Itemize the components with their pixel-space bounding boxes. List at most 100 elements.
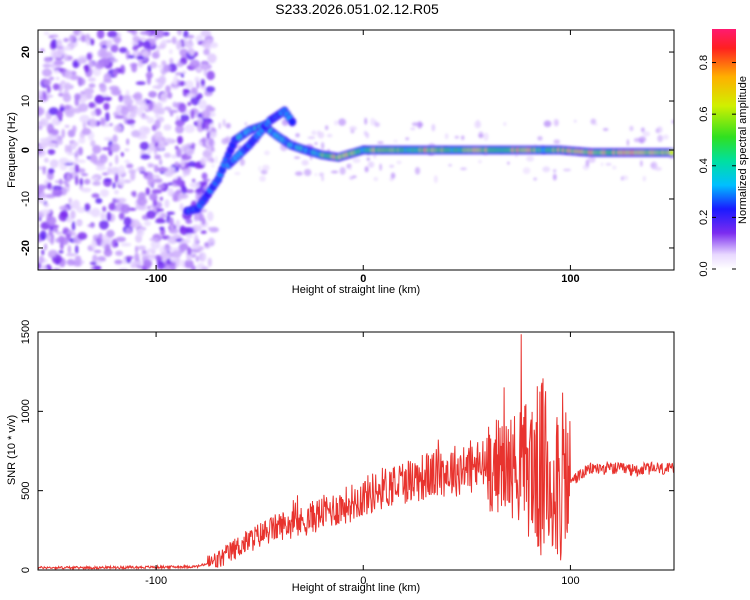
noise-blob bbox=[201, 172, 208, 180]
noise-blob bbox=[46, 182, 52, 190]
noise-blob bbox=[181, 70, 187, 75]
noise-blob bbox=[202, 178, 211, 182]
noise-blob bbox=[207, 237, 216, 247]
noise-blob bbox=[172, 101, 178, 108]
y-tick-label: 0 bbox=[20, 567, 32, 573]
noise-blob bbox=[207, 257, 213, 267]
noise-blob bbox=[92, 265, 102, 270]
noise-blob bbox=[311, 130, 317, 136]
noise-blob bbox=[594, 123, 598, 126]
noise-blob bbox=[144, 220, 151, 227]
noise-blob bbox=[258, 165, 261, 172]
noise-blob bbox=[120, 151, 124, 157]
y-tick-label: 20 bbox=[20, 46, 32, 58]
noise-blob bbox=[177, 193, 189, 200]
noise-blob bbox=[155, 102, 163, 109]
noise-blob bbox=[92, 144, 102, 154]
noise-blob bbox=[563, 168, 571, 172]
noise-blob bbox=[210, 157, 215, 164]
noise-blob bbox=[454, 135, 460, 139]
noise-blob bbox=[152, 174, 161, 178]
noise-blob bbox=[164, 265, 171, 270]
noise-blob bbox=[72, 161, 77, 165]
noise-blob bbox=[88, 59, 93, 70]
noise-blob bbox=[234, 172, 241, 175]
noise-blob bbox=[444, 133, 449, 140]
noise-blob bbox=[58, 178, 63, 186]
noise-blob bbox=[553, 139, 561, 145]
noise-blob bbox=[657, 134, 663, 143]
noise-blob bbox=[338, 118, 347, 126]
noise-blob bbox=[103, 178, 113, 182]
noise-blob bbox=[53, 70, 60, 74]
noise-blob bbox=[115, 242, 119, 248]
noise-blob bbox=[79, 114, 90, 124]
noise-blob bbox=[364, 166, 369, 173]
noise-blob bbox=[119, 47, 128, 54]
noise-blob bbox=[159, 226, 165, 231]
noise-blob bbox=[164, 199, 170, 208]
noise-blob bbox=[389, 164, 395, 168]
noise-blob bbox=[50, 237, 55, 245]
plot-frame bbox=[37, 331, 675, 571]
noise-blob bbox=[203, 48, 210, 56]
noise-blob bbox=[201, 41, 212, 48]
noise-blob bbox=[112, 199, 120, 204]
noise-blob bbox=[164, 243, 170, 251]
noise-blob bbox=[161, 39, 167, 45]
noise-blob bbox=[168, 228, 179, 234]
noise-blob bbox=[138, 58, 143, 68]
noise-blob bbox=[74, 175, 79, 186]
noise-blob bbox=[206, 70, 215, 81]
x-tick-label: -100 bbox=[145, 575, 167, 587]
noise-blob bbox=[46, 85, 51, 94]
noise-blob bbox=[154, 112, 160, 119]
noise-blob bbox=[65, 110, 75, 118]
noise-blob bbox=[180, 157, 186, 168]
noise-blob bbox=[66, 258, 76, 266]
noise-blob bbox=[410, 127, 416, 131]
noise-blob bbox=[126, 163, 134, 169]
noise-blob bbox=[56, 39, 63, 48]
noise-blob bbox=[63, 46, 72, 51]
noise-blob bbox=[77, 146, 83, 156]
x-tick-label: 0 bbox=[360, 273, 366, 285]
noise-blob bbox=[88, 68, 93, 75]
noise-blob bbox=[638, 136, 647, 143]
noise-blob bbox=[64, 183, 70, 187]
noise-blob bbox=[60, 209, 68, 219]
noise-blob bbox=[118, 94, 124, 103]
noise-blob bbox=[207, 227, 214, 231]
noise-blob bbox=[48, 34, 54, 39]
noise-blob bbox=[101, 147, 111, 151]
noise-blob bbox=[208, 107, 216, 112]
noise-blob bbox=[139, 30, 151, 36]
noise-blob bbox=[39, 48, 45, 53]
noise-blob bbox=[90, 39, 95, 46]
noise-blob bbox=[163, 170, 174, 177]
noise-blob bbox=[76, 159, 87, 164]
noise-blob bbox=[180, 239, 191, 244]
noise-blob bbox=[44, 157, 49, 163]
noise-blob bbox=[80, 173, 89, 177]
noise-blob bbox=[40, 209, 51, 215]
noise-blob bbox=[169, 262, 177, 270]
noise-blob bbox=[44, 202, 50, 208]
noise-blob bbox=[314, 172, 318, 177]
noise-blob bbox=[191, 178, 196, 183]
noise-blob bbox=[91, 193, 100, 199]
noise-blob bbox=[78, 57, 87, 64]
noise-blob bbox=[97, 49, 107, 58]
noise-blob bbox=[53, 115, 57, 123]
noise-blob bbox=[77, 37, 82, 42]
noise-blob bbox=[99, 154, 108, 164]
noise-blob bbox=[41, 68, 53, 77]
x-tick-label: -100 bbox=[145, 273, 167, 285]
noise-blob bbox=[114, 259, 123, 265]
noise-blob bbox=[86, 210, 98, 215]
noise-blob bbox=[127, 54, 136, 59]
noise-blob bbox=[405, 137, 410, 141]
noise-blob bbox=[50, 143, 58, 147]
noise-blob bbox=[174, 161, 180, 167]
